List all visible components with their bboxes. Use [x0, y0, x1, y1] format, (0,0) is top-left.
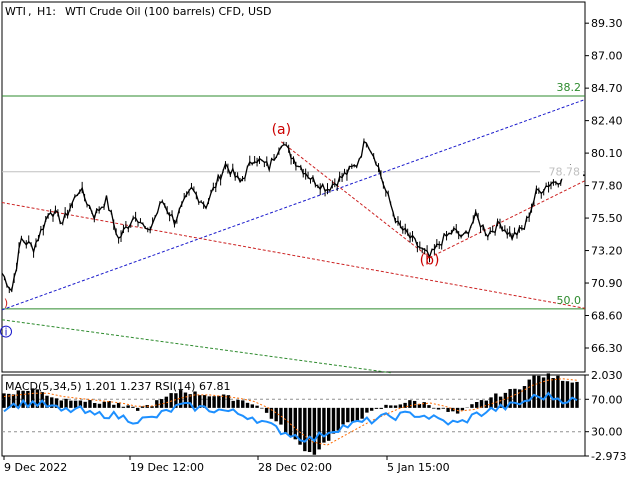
y-tick-label: 80.10: [591, 147, 623, 160]
fibonacci-level-label: 38.2: [557, 81, 582, 94]
chart-header-comma: ,: [28, 5, 32, 18]
chart-header-symbol: WTI: [5, 5, 26, 18]
main-chart-price-series: [1, 138, 586, 294]
x-tick-label: 5 Jan 15:00: [387, 461, 450, 474]
indicator-y-tick-label: 2.030: [591, 369, 623, 382]
y-tick-label: 70.90: [591, 277, 623, 290]
indicator-series: [2, 373, 585, 455]
indicator-y-tick-label: 30.00: [591, 426, 623, 439]
main-chart-trendlines: [1, 99, 586, 374]
macd-signal-line: [3, 378, 578, 446]
trendline-red-path-1[interactable]: [281, 141, 430, 259]
main-chart-border: [1, 1, 586, 373]
y-tick-label: 84.70: [591, 82, 623, 95]
wave-label: (a): [272, 122, 292, 138]
wave-edge-label: i: [4, 326, 7, 339]
indicator-header: MACD(5,34,5) 1.201 1.237 RSI(14) 67.81: [5, 380, 230, 393]
main-chart-frame: [1, 1, 586, 373]
wave-label: (b): [420, 253, 440, 269]
trendline-green-channel[interactable]: [1, 319, 391, 374]
current-price-label: 78.78: [549, 166, 581, 179]
y-tick-label: 75.50: [591, 212, 623, 225]
indicator-y-tick-label: 70.00: [591, 393, 623, 406]
fibonacci-level-label: 50.0: [557, 294, 582, 307]
trendline-blue[interactable]: [1, 99, 586, 311]
main-chart-y-axis: 89.30 87.00 84.70 82.40 80.10 77.80 75.50 73.20…: [585, 17, 623, 355]
trendline-red-path-2[interactable]: [429, 180, 586, 259]
y-tick-label: 82.40: [591, 115, 623, 128]
current-price-tag: [540, 164, 583, 179]
y-tick-label: 77.80: [591, 180, 623, 193]
wave-marker-circle: [0, 325, 12, 338]
time-axis: 9 Dec 2022 19 Dec 12:00 28 Dec 02:00 5 Jan …: [3, 456, 450, 474]
trendline-red-channel[interactable]: [1, 202, 586, 309]
main-chart-grid: [2, 95, 585, 310]
indicator-border: [1, 374, 586, 457]
x-tick-label: 19 Dec 12:00: [130, 461, 204, 474]
indicator-y-tick-label: -2.973: [591, 450, 626, 463]
y-tick-label: 68.60: [591, 310, 623, 323]
wave-edge-label: ): [4, 296, 8, 309]
x-tick-label: 9 Dec 2022: [4, 461, 67, 474]
chart-header-timeframe: H1:: [37, 5, 56, 18]
rsi-line: [3, 391, 578, 443]
y-tick-label: 73.20: [591, 245, 623, 258]
chart-header-description: WTI Crude Oil (100 barrels) CFD, USD: [65, 5, 271, 18]
main-chart-labels: 38.2 50.0 78.78 (a) (b)) i: [0, 81, 583, 339]
indicator-y-axis: 2.030 70.00 30.00 -2.973: [585, 369, 626, 463]
x-tick-label: 28 Dec 02:00: [258, 461, 332, 474]
y-tick-label: 89.30: [591, 17, 623, 30]
indicator-frame: [1, 374, 586, 457]
y-tick-label: 87.00: [591, 50, 623, 63]
y-tick-label: 66.30: [591, 342, 623, 355]
